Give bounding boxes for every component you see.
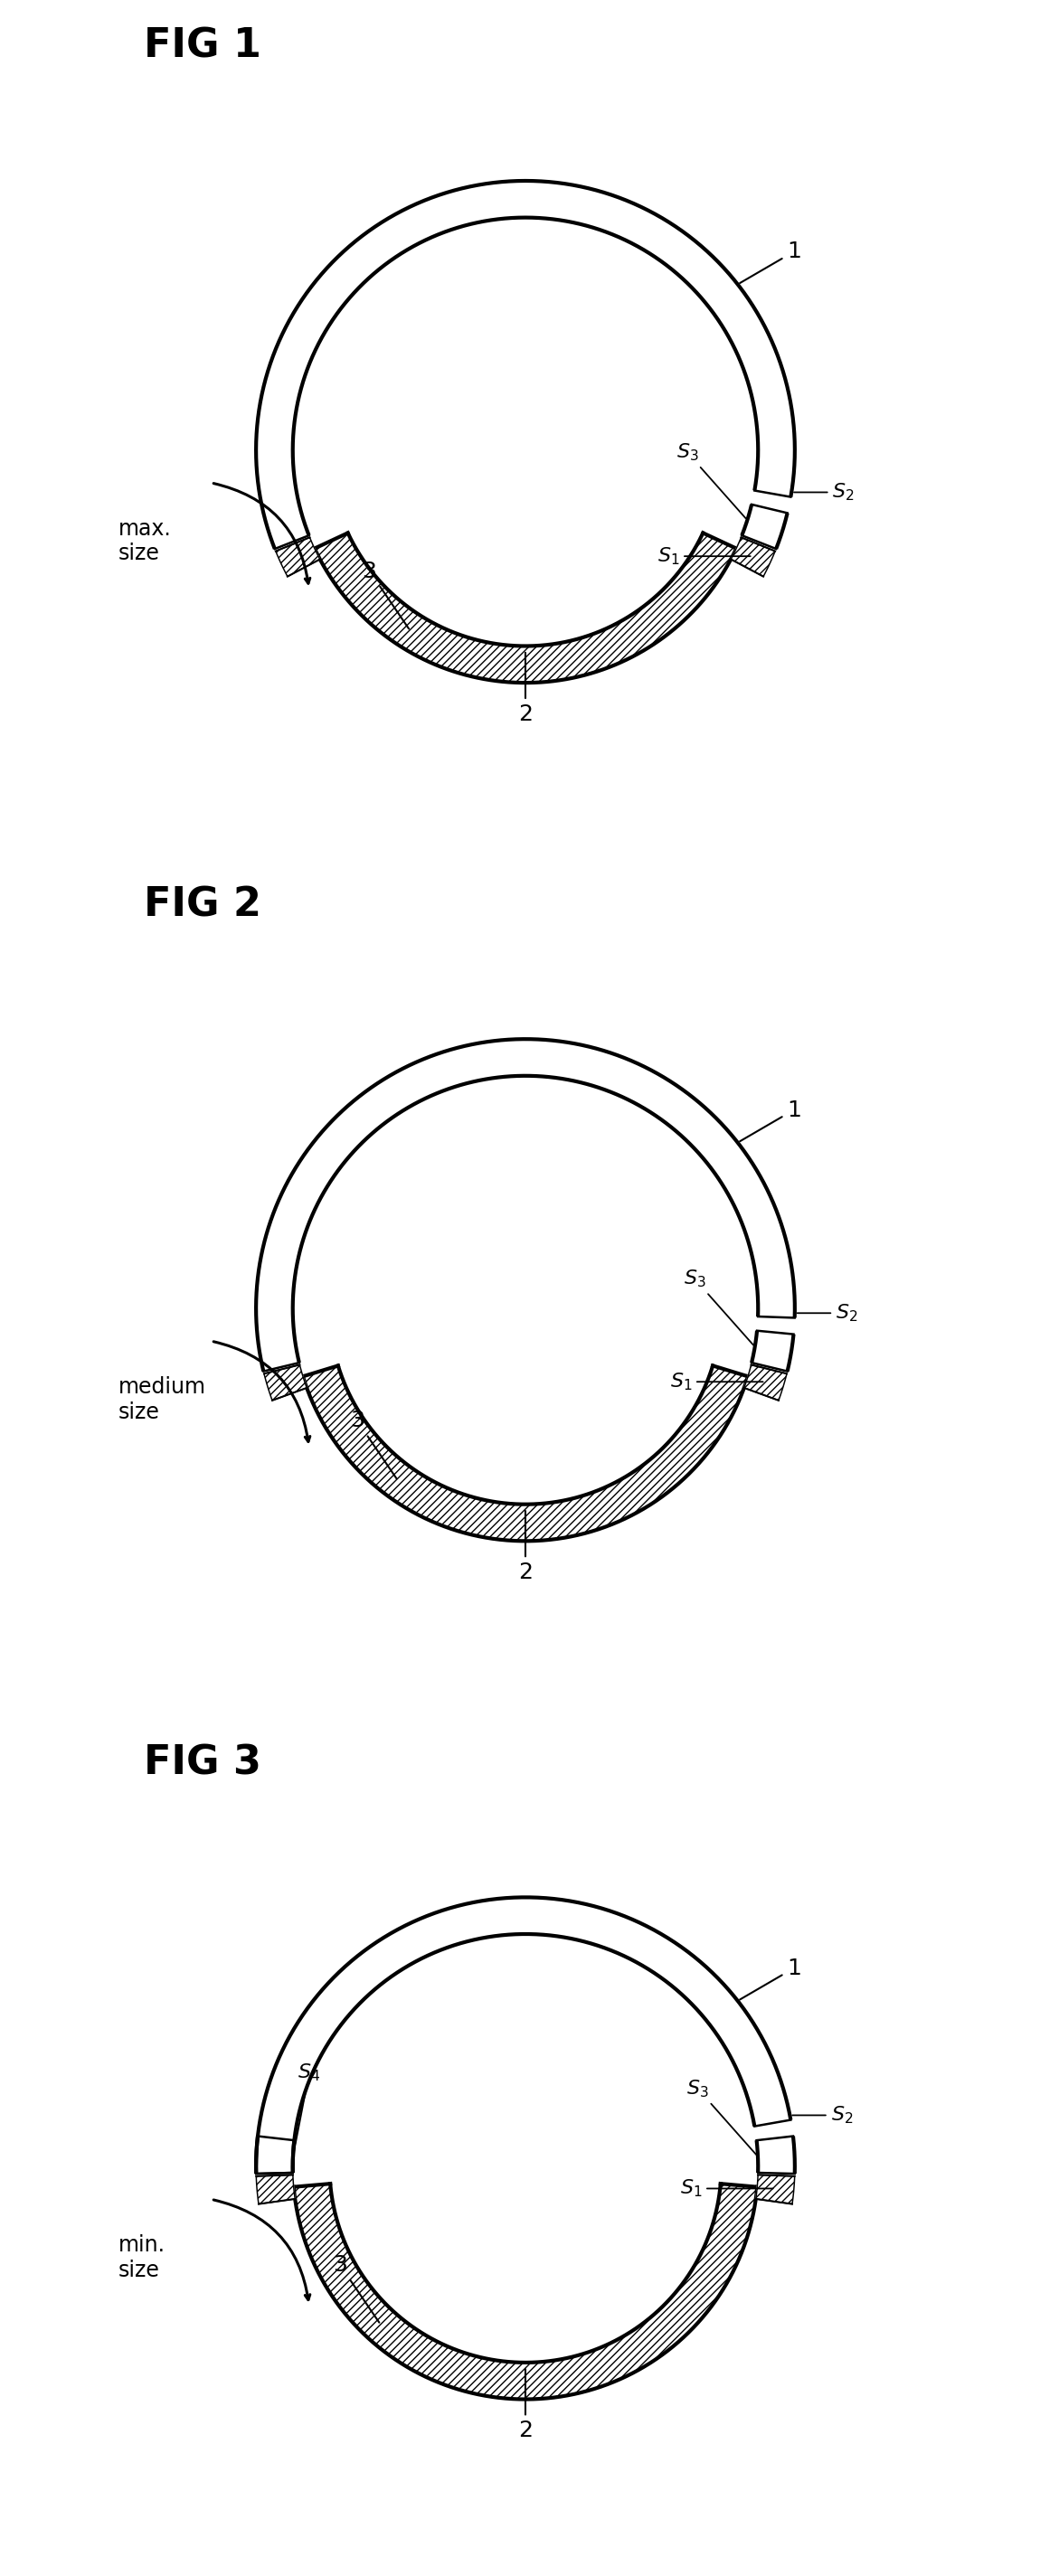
Polygon shape [256, 1899, 795, 2437]
Polygon shape [744, 1365, 787, 1401]
Text: $S_1$: $S_1$ [658, 546, 751, 567]
Polygon shape [752, 1332, 793, 1370]
Polygon shape [744, 1365, 787, 1401]
Polygon shape [731, 538, 775, 577]
Polygon shape [256, 2174, 295, 2205]
Text: $S_2$: $S_2$ [794, 482, 855, 502]
Text: 3: 3 [333, 2254, 379, 2324]
Polygon shape [315, 533, 736, 683]
Text: FIG 1: FIG 1 [144, 26, 262, 67]
Polygon shape [275, 538, 320, 577]
Polygon shape [756, 2174, 794, 2205]
Text: 2: 2 [518, 1512, 533, 1584]
Polygon shape [315, 533, 736, 683]
Text: 2: 2 [518, 652, 533, 724]
Text: $S_1$: $S_1$ [670, 1370, 762, 1394]
Polygon shape [731, 538, 775, 577]
Polygon shape [256, 2136, 294, 2174]
Text: max.
size: max. size [118, 518, 172, 564]
Polygon shape [742, 505, 788, 549]
Text: $S_2$: $S_2$ [792, 2105, 852, 2125]
Polygon shape [256, 180, 795, 549]
Text: min.
size: min. size [118, 2233, 165, 2282]
Polygon shape [303, 1365, 748, 1540]
Text: 3: 3 [349, 1409, 396, 1479]
Polygon shape [303, 1365, 748, 1540]
Polygon shape [275, 538, 320, 577]
Text: 2: 2 [518, 2370, 533, 2442]
Polygon shape [293, 2184, 757, 2398]
Polygon shape [293, 2184, 757, 2398]
Polygon shape [756, 2174, 794, 2205]
Text: 1: 1 [740, 1100, 801, 1141]
Text: FIG 2: FIG 2 [144, 886, 262, 925]
Text: 3: 3 [362, 559, 409, 629]
Text: 1: 1 [740, 240, 801, 283]
Polygon shape [256, 180, 795, 719]
Text: $S_3$: $S_3$ [676, 440, 746, 518]
Polygon shape [256, 1899, 791, 2174]
Text: $S_3$: $S_3$ [684, 1267, 753, 1345]
Polygon shape [756, 2136, 795, 2174]
Polygon shape [256, 2174, 295, 2205]
Text: $S_4$: $S_4$ [293, 2061, 321, 2154]
Text: $S_3$: $S_3$ [686, 2079, 756, 2154]
Polygon shape [264, 1365, 307, 1401]
Text: $S_1$: $S_1$ [680, 2177, 773, 2200]
Text: FIG 3: FIG 3 [144, 1744, 262, 1783]
Text: 1: 1 [740, 1958, 801, 1999]
Polygon shape [256, 1038, 795, 1577]
Polygon shape [264, 1365, 307, 1401]
Text: $S_2$: $S_2$ [797, 1303, 858, 1324]
Text: medium
size: medium size [118, 1376, 205, 1422]
Polygon shape [256, 1038, 795, 1370]
